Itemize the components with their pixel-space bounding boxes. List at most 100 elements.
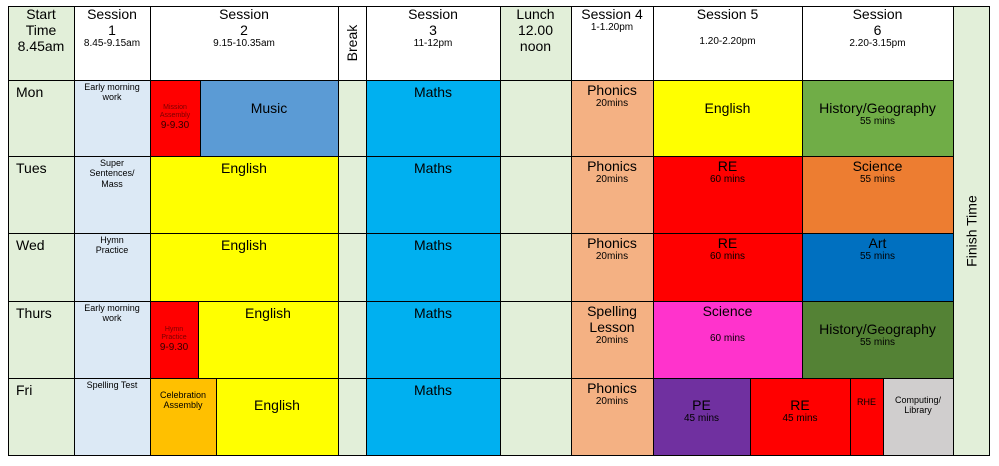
cell-line: Sentences/ — [89, 168, 135, 179]
cell-line: Assembly — [159, 112, 191, 120]
cell-line: Celebration — [159, 390, 207, 400]
thurs-session-2: English — [198, 301, 338, 378]
header-break: Break — [338, 6, 366, 80]
session-number: 1 — [108, 22, 116, 39]
finish-time-column: Finish Time — [953, 6, 990, 456]
session-time: 9.15-10.35am — [213, 38, 275, 50]
header-start-line: 8.45am — [17, 38, 65, 55]
wed-session-1: Hymn Practice — [74, 233, 150, 301]
cell-line: Super — [99, 158, 125, 168]
cell-duration: 20mins — [595, 396, 629, 408]
session-time: 2.20-3.15pm — [849, 38, 906, 50]
header-session-1: Session 1 8.45-9.15am — [74, 6, 150, 80]
fri-rhe: RHE — [850, 378, 883, 456]
cell-line: Early morning — [84, 303, 140, 313]
header-session-5: Session 5 1.20-2.20pm — [653, 6, 802, 80]
lunch-column — [500, 80, 571, 456]
day-thurs: Thurs — [8, 301, 74, 378]
fri-pe: PE 45 mins — [653, 378, 750, 456]
session-title: Session — [408, 6, 458, 22]
fri-session-2: English — [216, 378, 338, 456]
session-title: Session 5 — [696, 6, 759, 22]
header-start-line: Time — [25, 22, 57, 39]
cell-line: Hymn — [100, 235, 124, 245]
mon-mission-assembly: Mission Assembly 9-9.30 — [150, 80, 200, 156]
wed-session-3: Maths — [366, 233, 500, 301]
cell-duration: 55 mins — [859, 116, 895, 128]
cell-duration: 60 mins — [709, 174, 745, 186]
cell-line: Early morning — [84, 82, 140, 92]
cell-time: 9-9.30 — [159, 341, 189, 353]
fri-computing-library: Computing/ Library — [883, 378, 953, 456]
session-time: 1.20-2.20pm — [699, 36, 756, 48]
cell-duration: 20mins — [595, 98, 629, 110]
timetable: Start Time 8.45am Session 1 8.45-9.15am … — [8, 6, 990, 456]
fri-session-1: Spelling Test — [74, 378, 150, 456]
cell-duration: 20mins — [595, 174, 629, 186]
wed-session-2: English — [150, 233, 338, 301]
mon-session-3: Maths — [366, 80, 500, 156]
cell-duration: 20mins — [595, 251, 629, 263]
cell-time: 9-9.30 — [160, 120, 190, 132]
cell-subject: Phonics — [587, 158, 637, 174]
cell-subject: Science — [702, 303, 753, 319]
cell-line: Mission — [163, 104, 187, 112]
thurs-session-4: Spelling Lesson 20mins — [571, 301, 653, 378]
cell-subject: PE — [692, 397, 711, 413]
header-start-line: Start — [26, 6, 56, 22]
day-fri: Fri — [8, 378, 74, 456]
cell-subject: History/Geography — [819, 321, 936, 337]
session-title: Session 4 — [581, 6, 643, 22]
day-tues: Tues — [8, 156, 74, 233]
day-mon: Mon — [8, 80, 74, 156]
header-session-2: Session 2 9.15-10.35am — [150, 6, 338, 80]
cell-subject: Lesson — [589, 319, 635, 336]
cell-line: Assembly — [163, 400, 203, 411]
thurs-hymn-practice: Hymn Practice 9-9.30 — [150, 301, 198, 378]
session-time: 1-1.20pm — [590, 22, 634, 34]
cell-line: Practice — [161, 333, 187, 341]
tues-session-5: RE 60 mins — [653, 156, 802, 233]
thurs-session-5: Science 60 mins — [653, 301, 802, 378]
session-time: 11-12pm — [413, 38, 453, 50]
tues-session-4: Phonics 20mins — [571, 156, 653, 233]
cell-subject: RE — [717, 235, 738, 251]
cell-line: work — [102, 313, 122, 324]
finish-time-label: Finish Time — [963, 195, 980, 267]
cell-line: Library — [904, 405, 932, 416]
cell-line: Practice — [95, 245, 129, 256]
header-session-4: Session 4 1-1.20pm — [571, 6, 653, 80]
lunch-line: noon — [519, 38, 552, 55]
day-wed: Wed — [8, 233, 74, 301]
session-number: 6 — [873, 22, 882, 39]
header-session-3: Session 3 11-12pm — [366, 6, 500, 80]
fri-celebration-assembly: Celebration Assembly — [150, 378, 216, 456]
header-session-6: Session 6 2.20-3.15pm — [802, 6, 953, 80]
cell-subject: Phonics — [587, 82, 637, 98]
cell-subject: Spelling — [587, 303, 637, 319]
thurs-session-6: History/Geography 55 mins — [802, 301, 953, 378]
cell-duration: 55 mins — [859, 337, 895, 349]
cell-line: Spelling Test — [86, 380, 138, 390]
cell-duration: 60 mins — [709, 333, 745, 345]
wed-session-5: RE 60 mins — [653, 233, 802, 301]
header-start-time: Start Time 8.45am — [8, 6, 74, 80]
cell-subject: RE — [790, 397, 810, 413]
cell-line: Computing/ — [894, 395, 942, 405]
cell-duration: 55 mins — [859, 174, 895, 186]
session-number: 3 — [429, 22, 437, 39]
session-number: 2 — [240, 22, 248, 39]
mon-session-4: Phonics 20mins — [571, 80, 653, 156]
cell-line: Hymn — [164, 325, 184, 333]
wed-session-6: Art 55 mins — [802, 233, 953, 301]
cell-subject: History/Geography — [819, 100, 936, 116]
mon-session-5: English — [653, 80, 802, 156]
cell-line: work — [102, 92, 122, 103]
break-column — [338, 80, 366, 456]
header-lunch: Lunch 12.00 noon — [500, 6, 571, 80]
tues-session-1: Super Sentences/ Mass — [74, 156, 150, 233]
cell-duration: 55 mins — [859, 251, 895, 263]
cell-line: Mass — [101, 178, 123, 189]
fri-re: RE 45 mins — [750, 378, 850, 456]
lunch-line: Lunch — [516, 6, 555, 22]
